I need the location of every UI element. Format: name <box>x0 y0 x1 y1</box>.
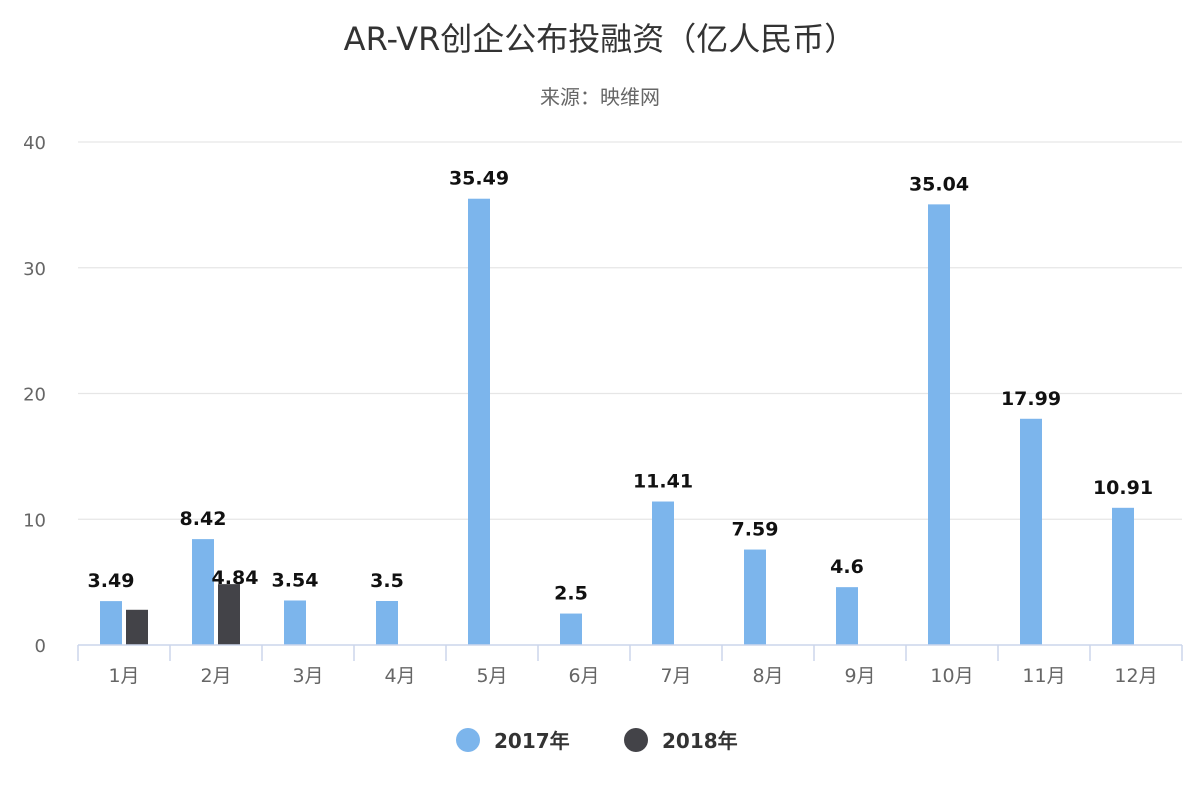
bar-2017-5[interactable] <box>468 198 490 645</box>
x-tick-label: 7月 <box>660 665 691 687</box>
x-tick-label: 8月 <box>752 665 783 687</box>
chart-title: AR-VR创企公布投融资（亿人民币） <box>344 20 857 58</box>
data-label: 35.49 <box>449 168 509 190</box>
bar-2017-8[interactable] <box>744 549 766 645</box>
data-label: 3.49 <box>88 570 135 592</box>
data-label: 3.54 <box>272 569 319 591</box>
legend-marker <box>456 728 480 752</box>
bar-2017-1[interactable] <box>100 601 122 645</box>
x-tick-label: 5月 <box>476 665 507 687</box>
y-tick-label: 40 <box>23 133 46 154</box>
x-tick-label: 4月 <box>384 665 415 687</box>
data-label: 4.6 <box>830 556 864 578</box>
bar-2017-11[interactable] <box>1020 418 1042 645</box>
data-label: 8.42 <box>180 508 227 530</box>
legend-item-2017[interactable]: 2017年 <box>456 728 570 753</box>
x-tick-label: 10月 <box>930 665 973 687</box>
data-label: 17.99 <box>1001 388 1061 410</box>
data-label: 35.04 <box>909 173 969 195</box>
data-label: 7.59 <box>732 519 779 541</box>
data-label: 11.41 <box>633 471 693 493</box>
bar-2017-4[interactable] <box>376 600 398 645</box>
x-tick-label: 12月 <box>1114 665 1157 687</box>
legend-marker <box>624 728 648 752</box>
x-tick-label: 9月 <box>844 665 875 687</box>
bar-2018-2[interactable] <box>218 584 240 645</box>
data-labels-layer: 3.49 8.42 4.84 3.54 3.5 35.49 2.5 11.41 7.59 4.6 3… <box>88 168 1154 605</box>
bar-2017-2[interactable] <box>192 539 214 645</box>
bar-2017-10[interactable] <box>928 204 950 645</box>
x-axis: 1月 2月 3月 4月 5月 6月 7月 8月 9月 10月 11月 12月 <box>77 644 1183 687</box>
x-tick-label: 6月 <box>568 665 599 687</box>
y-axis: 0 10 20 30 40 <box>23 133 46 657</box>
y-tick-label: 0 <box>35 636 46 657</box>
chart-subtitle: 来源：映维网 <box>540 85 660 109</box>
x-tick-label: 2月 <box>200 665 231 687</box>
legend-item-2018[interactable]: 2018年 <box>624 728 738 753</box>
bar-2018-1[interactable] <box>126 609 148 645</box>
legend[interactable]: 2017年 2018年 <box>456 728 738 753</box>
bars-layer <box>100 198 1134 645</box>
x-tick-label: 3月 <box>292 665 323 687</box>
bar-2017-6[interactable] <box>560 613 582 645</box>
bar-2017-9[interactable] <box>836 587 858 645</box>
y-tick-label: 30 <box>23 259 46 280</box>
legend-label: 2018年 <box>662 729 738 753</box>
x-tick-label: 1月 <box>108 665 139 687</box>
data-label: 10.91 <box>1093 477 1153 499</box>
bar-2017-12[interactable] <box>1112 507 1134 645</box>
legend-label: 2017年 <box>494 729 570 753</box>
data-label: 4.84 <box>212 567 259 589</box>
x-tick-label: 11月 <box>1022 665 1065 687</box>
bar-2017-3[interactable] <box>284 600 306 645</box>
y-tick-label: 10 <box>23 510 46 531</box>
grid-layer <box>78 141 1182 520</box>
data-label: 2.5 <box>554 583 588 605</box>
y-tick-label: 20 <box>23 385 46 406</box>
bar-2017-7[interactable] <box>652 501 674 645</box>
data-label: 3.5 <box>370 570 404 592</box>
